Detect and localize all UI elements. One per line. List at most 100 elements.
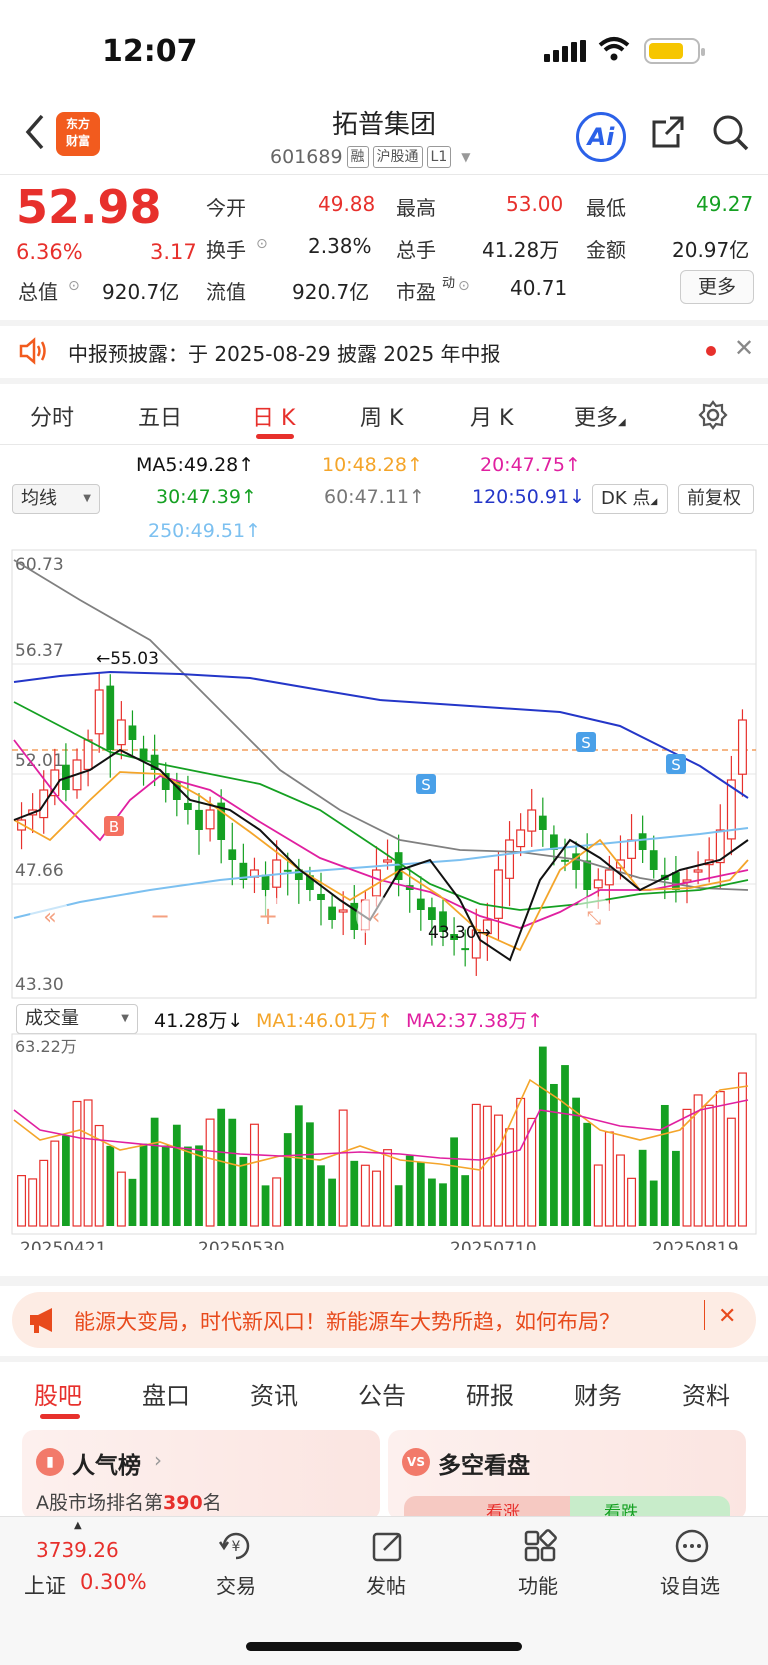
candle-body (338, 909, 348, 913)
candle-body (450, 934, 458, 940)
volume-bar (317, 1165, 325, 1226)
tab-five-day[interactable]: 五日 (138, 406, 183, 431)
ad-banner[interactable] (12, 1292, 756, 1348)
ma-selector[interactable]: 均线 ▼ (12, 484, 100, 514)
speaker-icon (18, 336, 48, 370)
trade-icon[interactable]: ¥ (216, 1528, 256, 1568)
kline-chart[interactable]: 60.73 56.37 52.01 47.66 43.30 ←55.03 43.… (0, 540, 768, 1000)
volume-bar (704, 1104, 714, 1227)
index-change[interactable]: 0.30% (80, 1570, 147, 1594)
candle-body (394, 852, 403, 880)
stock-code-row[interactable]: 601689 融 沪股通 L1 ▼ (270, 146, 470, 168)
tab-weekly-k[interactable]: 周 K (360, 406, 404, 431)
ad-text[interactable]: 能源大变局，时代新风口！新能源车大势所趋，如何布局？ (74, 1310, 620, 1334)
candle-body (737, 719, 747, 775)
chevron-right-icon: › (154, 1448, 162, 1472)
sell-signal-s: S (666, 754, 686, 774)
svg-text:−: − (150, 902, 170, 930)
functions-grid-icon[interactable] (522, 1528, 558, 1568)
nav-post[interactable]: 发帖 (366, 1574, 406, 1598)
share-icon[interactable] (650, 114, 686, 150)
index-value[interactable]: 3739.26 (36, 1538, 119, 1562)
tab-finance[interactable]: 财务 (574, 1382, 622, 1410)
candle-body (184, 802, 192, 810)
volume-bar (72, 1100, 82, 1227)
candle-body (550, 834, 558, 850)
search-icon[interactable] (712, 114, 750, 152)
settings-gear-icon[interactable] (698, 400, 728, 434)
open-label: 今开 (206, 196, 246, 220)
stock-code: 601689 (270, 146, 343, 168)
popularity-card[interactable] (22, 1430, 380, 1520)
tab-news[interactable]: 资讯 (250, 1382, 298, 1410)
candle-body (428, 907, 436, 920)
volume-bar (172, 1124, 181, 1226)
candle-body (615, 859, 625, 869)
svg-text:‹: ‹ (372, 905, 381, 930)
tab-announcements[interactable]: 公告 (358, 1382, 406, 1410)
dk-point-button[interactable]: DK 点◢ (592, 484, 668, 514)
volume-bar (737, 1072, 747, 1227)
tab-daily-k[interactable]: 日 K (252, 406, 296, 431)
pe-value: 40.71 (510, 276, 568, 300)
volume-bar (306, 1122, 314, 1226)
index-name[interactable]: 上证 (24, 1574, 66, 1598)
high-value: 53.00 (506, 192, 564, 216)
ma30-legend: 30:47.39↑ (156, 486, 257, 508)
candle-body (139, 748, 148, 760)
candle-body (715, 829, 725, 864)
candle-body (505, 839, 515, 879)
volume-bar (360, 1164, 370, 1227)
candle-body (439, 911, 447, 932)
nav-functions[interactable]: 功能 (518, 1574, 558, 1598)
volume-value: 41.28万 (482, 238, 560, 262)
long-short-title: 多空看盘 (438, 1453, 530, 1479)
volume-bar (638, 1149, 647, 1226)
volume-bar (283, 1133, 292, 1226)
info-dots-icon[interactable]: ⊙ (256, 236, 268, 252)
mktcap-value: 920.7亿 (102, 280, 180, 304)
nav-add-watchlist[interactable]: 设自选 (660, 1574, 720, 1598)
volume-bar (50, 1140, 60, 1227)
tab-research[interactable]: 研报 (466, 1382, 514, 1410)
mktcap-label: 总值 (18, 280, 58, 304)
nav-trade[interactable]: 交易 (216, 1574, 256, 1598)
adjust-button[interactable]: 前复权 (678, 484, 754, 514)
x-label-3: 20250710 (450, 1239, 537, 1250)
close-icon[interactable]: ✕ (718, 1304, 737, 1329)
svg-text:¥: ¥ (232, 1539, 241, 1555)
info-dots-icon[interactable]: ⊙ (68, 278, 80, 294)
ai-button[interactable]: Ai (576, 112, 626, 162)
close-icon[interactable]: ✕ (734, 334, 755, 362)
candle-body (572, 853, 580, 870)
more-button[interactable]: 更多 (680, 270, 754, 304)
popularity-title: 人气榜 (72, 1453, 141, 1479)
back-arrow-icon[interactable] (22, 112, 46, 162)
ma10-legend: 10:48.28↑ (322, 454, 423, 476)
pe-label: 市盈 (396, 280, 436, 304)
battery-icon (644, 38, 705, 64)
notice-text[interactable]: 中报预披露：于 2025-08-29 披露 2025 年中报 (68, 342, 501, 366)
float-label: 流值 (206, 280, 246, 304)
tab-profile[interactable]: 资料 (682, 1382, 730, 1410)
candle-body (217, 802, 226, 840)
tab-monthly-k[interactable]: 月 K (470, 406, 514, 431)
volume-bar (161, 1145, 170, 1226)
low-marker: 43.30→ (428, 923, 491, 943)
info-dots-icon[interactable]: ⊙ (458, 278, 470, 294)
volume-bar (682, 1108, 692, 1227)
x-label-4: 20250819 (652, 1239, 739, 1250)
tab-guba[interactable]: 股吧 (34, 1382, 82, 1410)
caret-up-icon: ▲ (74, 1520, 82, 1531)
fullscreen-icon: ⤡ (574, 896, 614, 936)
tab-pankou[interactable]: 盘口 (142, 1382, 190, 1410)
tab-intraday[interactable]: 分时 (30, 406, 75, 431)
post-icon[interactable] (370, 1528, 406, 1568)
tag-connect: 沪股通 (372, 146, 423, 168)
volume-bar (649, 1180, 658, 1226)
volume-selector[interactable]: 成交量 ▼ (16, 1004, 138, 1034)
volume-chart[interactable]: 63.22万 20250421 20250530 20250710 202508… (0, 1030, 768, 1250)
candle-body (94, 689, 104, 735)
more-dots-icon[interactable] (674, 1528, 710, 1568)
tab-more[interactable]: 更多◢ (574, 406, 626, 431)
